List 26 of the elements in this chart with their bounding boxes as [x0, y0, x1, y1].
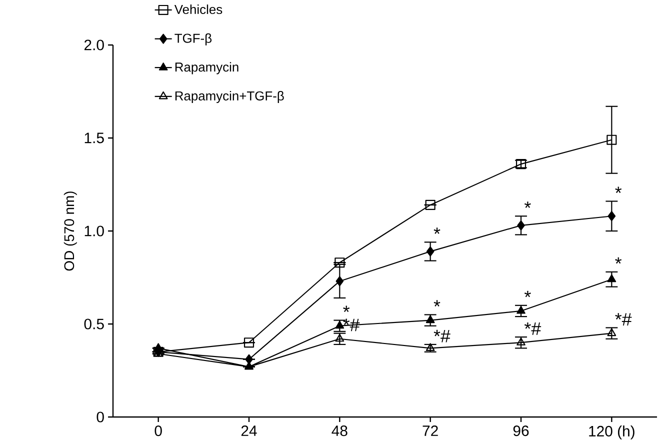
x-tick-label: 96 [513, 426, 529, 436]
annotation: * [615, 257, 622, 264]
annotation: * [524, 202, 531, 208]
x-tick-label: 72 [422, 426, 438, 436]
legend-label: Rapamycin+TGF-β [175, 90, 284, 104]
y-tick-label: 0 [96, 412, 104, 422]
legend-label: Rapamycin [175, 62, 238, 74]
annotation: * [434, 228, 440, 234]
annotation: * [343, 306, 350, 312]
y-tick-label: 0.5 [84, 318, 104, 330]
annotation: *# [615, 313, 632, 326]
y-tick-label: 1.0 [84, 226, 104, 236]
y-axis-title: OD (570 nm) [64, 192, 77, 271]
legend-label: TGF-β [174, 33, 212, 46]
annotation: *# [524, 322, 542, 335]
annotation: * [524, 290, 531, 298]
x-tick-label: 48 [332, 426, 348, 436]
annotation: * [615, 186, 622, 193]
y-tick-label: 1.5 [84, 132, 104, 144]
y-tick-label: 2.0 [84, 40, 104, 50]
x-tick-label: 120 (h) [589, 426, 634, 440]
x-tick-label: 0 [154, 426, 162, 436]
annotation: *# [434, 330, 450, 342]
legend-label: Vehicles [174, 4, 222, 14]
x-tick-label: 24 [241, 426, 257, 436]
annotation: * [434, 300, 440, 306]
